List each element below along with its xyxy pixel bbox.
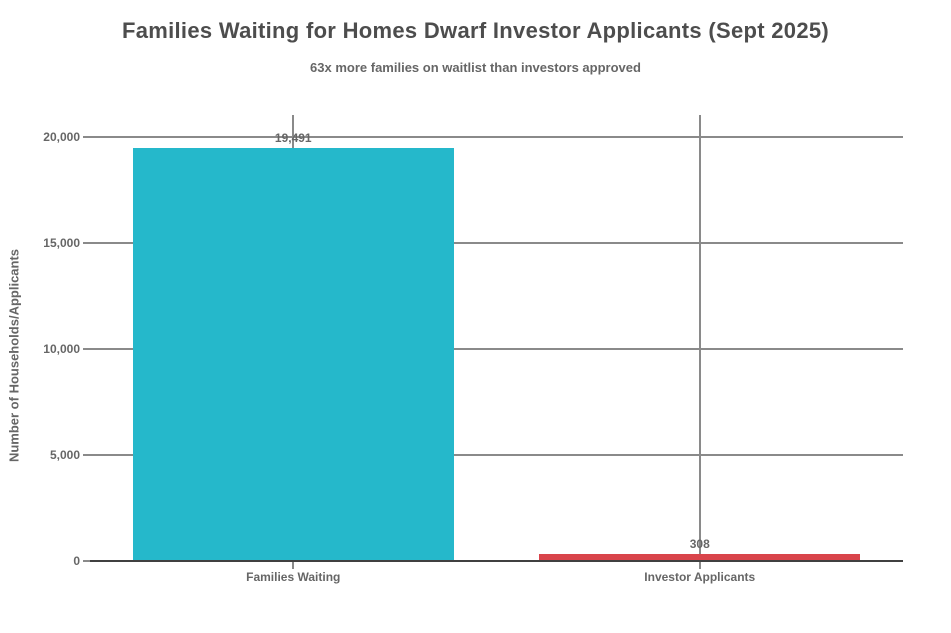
y-tick-label: 15,000 <box>43 236 80 250</box>
category-gridline <box>698 115 701 561</box>
y-tick-label: 5,000 <box>49 448 80 462</box>
y-gridline <box>90 136 903 138</box>
chart-subtitle: 63x more families on waitlist than inves… <box>310 60 641 75</box>
y-tick-mark <box>83 242 90 244</box>
bar-investor-applicants <box>539 554 861 561</box>
bar-value-label: 19,491 <box>274 130 312 145</box>
y-tick-mark <box>83 348 90 350</box>
x-axis-line <box>90 560 903 562</box>
y-tick-label: 0 <box>73 554 80 568</box>
y-tick-label: 10,000 <box>43 342 80 356</box>
bar-value-label: 308 <box>689 537 710 552</box>
y-tick-mark <box>83 136 90 138</box>
y-gridline <box>90 454 903 456</box>
chart-title: Families Waiting for Homes Dwarf Investo… <box>121 18 830 43</box>
x-tick-mark <box>698 561 701 569</box>
y-tick-label: 20,000 <box>43 130 80 144</box>
x-category-label: Families Waiting <box>246 570 341 584</box>
x-category-label: Investor Applicants <box>644 570 756 584</box>
y-tick-mark <box>83 560 90 562</box>
bar-families-waiting <box>132 147 454 561</box>
x-tick-mark <box>292 561 295 569</box>
y-gridline <box>90 348 903 350</box>
y-tick-mark <box>83 454 90 456</box>
y-gridline <box>90 242 903 244</box>
